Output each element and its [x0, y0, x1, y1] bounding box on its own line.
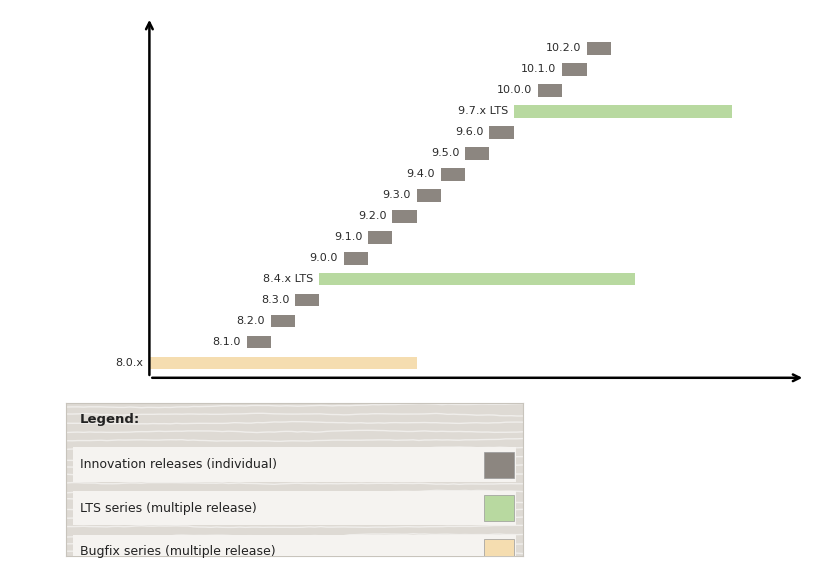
Bar — [490, 126, 514, 139]
FancyBboxPatch shape — [73, 447, 516, 482]
Bar — [368, 231, 393, 244]
Bar — [587, 42, 611, 55]
Text: 10.0.0: 10.0.0 — [497, 86, 532, 95]
Bar — [271, 315, 295, 328]
Bar — [538, 84, 562, 97]
Bar — [393, 210, 417, 223]
Text: 10.2.0: 10.2.0 — [545, 44, 581, 53]
Bar — [247, 336, 271, 349]
Bar — [344, 252, 368, 265]
FancyBboxPatch shape — [484, 495, 514, 521]
Text: 9.1.0: 9.1.0 — [334, 232, 362, 242]
Text: 8.1.0: 8.1.0 — [212, 337, 241, 347]
Text: Innovation releases (individual): Innovation releases (individual) — [80, 458, 277, 471]
Text: Bugfix series (multiple release): Bugfix series (multiple release) — [80, 545, 276, 558]
FancyBboxPatch shape — [73, 491, 516, 526]
Bar — [320, 273, 635, 286]
Text: 9.7.x LTS: 9.7.x LTS — [457, 107, 508, 116]
Text: 9.2.0: 9.2.0 — [358, 211, 387, 221]
Text: 8.0.x: 8.0.x — [115, 358, 144, 368]
Bar — [417, 189, 441, 202]
Text: 9.6.0: 9.6.0 — [455, 128, 484, 137]
Bar — [514, 105, 732, 118]
Text: 9.4.0: 9.4.0 — [407, 170, 435, 179]
Text: 10.1.0: 10.1.0 — [521, 65, 556, 74]
Text: 9.0.0: 9.0.0 — [310, 253, 338, 263]
Bar — [562, 63, 587, 76]
Text: 9.3.0: 9.3.0 — [383, 191, 411, 200]
Text: 9.5.0: 9.5.0 — [431, 149, 459, 158]
Text: Legend:: Legend: — [80, 413, 140, 426]
Bar — [465, 147, 490, 160]
Bar — [295, 294, 320, 307]
Text: 8.2.0: 8.2.0 — [237, 316, 265, 326]
Text: 8.4.x LTS: 8.4.x LTS — [263, 274, 314, 284]
Text: 8.3.0: 8.3.0 — [261, 295, 290, 305]
Bar — [441, 168, 465, 181]
FancyBboxPatch shape — [484, 539, 514, 565]
FancyBboxPatch shape — [73, 535, 516, 567]
FancyBboxPatch shape — [484, 451, 514, 477]
Bar — [149, 357, 417, 370]
Text: LTS series (multiple release): LTS series (multiple release) — [80, 502, 256, 515]
